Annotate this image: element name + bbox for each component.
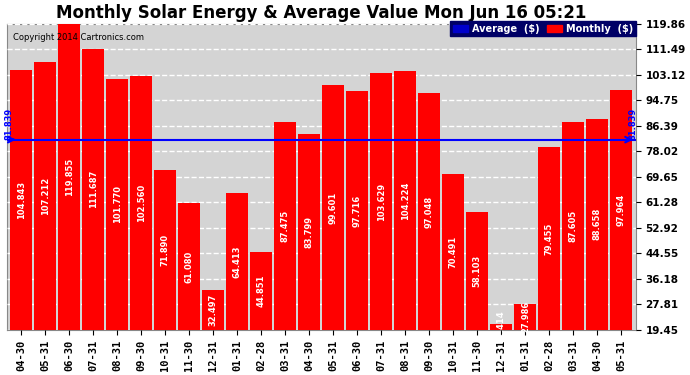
Text: 99.601: 99.601: [328, 192, 337, 224]
Text: 64.413: 64.413: [233, 245, 241, 278]
Text: 70.491: 70.491: [448, 236, 458, 268]
Text: 87.475: 87.475: [281, 210, 290, 242]
Bar: [82, 49, 104, 375]
Text: 88.658: 88.658: [593, 208, 602, 240]
Bar: [322, 86, 344, 375]
Text: 21.414: 21.414: [497, 310, 506, 343]
Text: 102.560: 102.560: [137, 184, 146, 222]
Text: 83.799: 83.799: [305, 216, 314, 248]
Bar: [346, 91, 368, 375]
Text: 87.605: 87.605: [569, 210, 578, 242]
Text: 81.839: 81.839: [629, 108, 638, 140]
Text: 58.103: 58.103: [473, 255, 482, 287]
Text: 104.843: 104.843: [17, 181, 26, 219]
Bar: [274, 123, 296, 375]
Bar: [106, 79, 128, 375]
Bar: [562, 122, 584, 375]
Text: Copyright 2014 Cartronics.com: Copyright 2014 Cartronics.com: [13, 33, 144, 42]
Bar: [442, 174, 464, 375]
Bar: [491, 324, 513, 375]
Bar: [10, 69, 32, 375]
Legend: Average  ($), Monthly  ($): Average ($), Monthly ($): [451, 21, 636, 36]
Bar: [178, 203, 200, 375]
Text: 61.080: 61.080: [185, 250, 194, 282]
Text: 111.687: 111.687: [88, 170, 97, 208]
Bar: [154, 170, 176, 375]
Text: 27.986: 27.986: [521, 301, 530, 333]
Bar: [226, 193, 248, 375]
Text: 32.497: 32.497: [208, 294, 217, 326]
Bar: [202, 290, 224, 375]
Text: 71.890: 71.890: [161, 234, 170, 266]
Bar: [371, 73, 393, 375]
Bar: [611, 90, 633, 375]
Bar: [298, 134, 320, 375]
Text: 97.048: 97.048: [425, 195, 434, 228]
Text: 97.964: 97.964: [617, 194, 626, 226]
Text: 97.716: 97.716: [353, 194, 362, 226]
Text: 104.224: 104.224: [401, 182, 410, 220]
Bar: [418, 93, 440, 375]
Bar: [250, 252, 273, 375]
Text: 81.839: 81.839: [5, 108, 14, 140]
Bar: [34, 62, 56, 375]
Bar: [466, 212, 489, 375]
Text: 119.855: 119.855: [65, 158, 74, 196]
Title: Monthly Solar Energy & Average Value Mon Jun 16 05:21: Monthly Solar Energy & Average Value Mon…: [56, 4, 586, 22]
Bar: [394, 71, 416, 375]
Text: 101.770: 101.770: [112, 185, 121, 224]
Text: 103.629: 103.629: [377, 183, 386, 220]
Text: 107.212: 107.212: [41, 177, 50, 215]
Bar: [538, 147, 560, 375]
Text: 44.851: 44.851: [257, 275, 266, 308]
Bar: [130, 76, 152, 375]
Text: 79.455: 79.455: [545, 222, 554, 255]
Bar: [58, 24, 80, 375]
Bar: [586, 119, 609, 375]
Bar: [514, 304, 536, 375]
